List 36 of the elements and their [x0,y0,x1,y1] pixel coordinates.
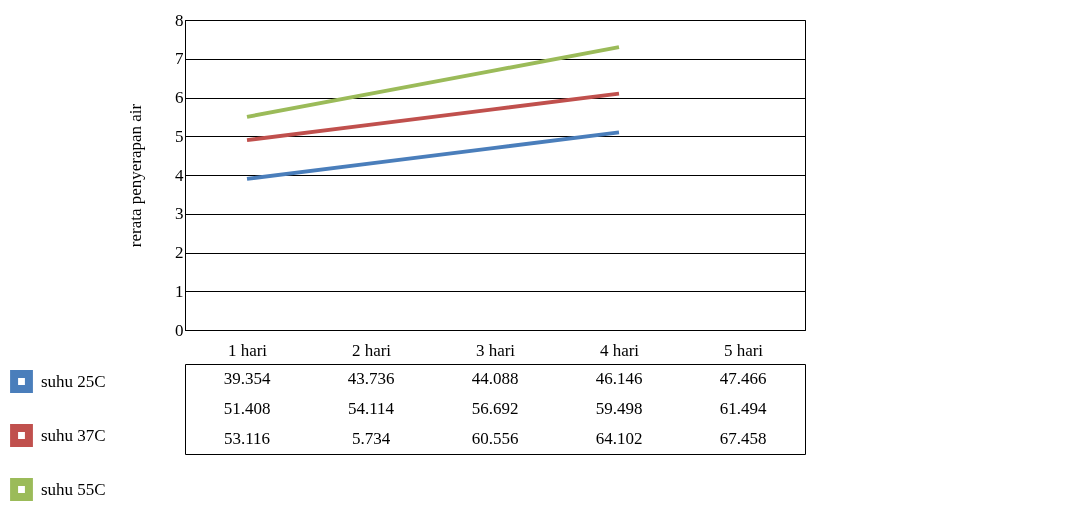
text: 44.088 [471,369,519,388]
line-series [245,130,621,181]
line-series [245,91,621,143]
text: 39.354 [223,369,271,388]
y-tick-label: 7 [175,49,184,69]
text: 43.736 [347,369,395,388]
y-axis-title: rerata penyerapan air [126,103,145,248]
y-tick-label: 3 [175,204,184,224]
text: 47.466 [719,369,767,388]
text: 53.116 [223,429,271,448]
text: 54.114 [347,399,395,418]
legend-label: suhu 37C [41,425,106,445]
x-tick-label: 4 hari [599,340,640,360]
text: 51.408 [223,399,271,418]
legend-label: suhu 55C [41,479,106,499]
text: 64.102 [595,429,643,448]
y-tick-label: 2 [175,243,184,262]
text: 5.734 [351,429,391,448]
x-tick-label: 1 hari [227,340,268,360]
legend-label: suhu 25C [41,371,106,391]
text: 56.692 [471,399,519,418]
text: 46.146 [595,369,643,388]
text: 61.494 [719,399,767,418]
y-tick-label: 6 [175,88,184,107]
text: 67.458 [719,429,767,448]
x-tick-label: 2 hari [351,340,392,360]
text: 60.556 [471,429,519,448]
y-tick-label: 1 [175,281,184,301]
y-tick-label: 8 [175,10,184,30]
y-tick-label: 0 [175,320,184,340]
y-tick-label: 4 [175,165,184,185]
line-series [245,45,621,119]
y-tick-label: 5 [175,126,184,146]
text: 59.498 [595,399,643,418]
x-tick-label: 3 hari [475,340,516,360]
x-tick-label: 5 hari [723,340,764,360]
